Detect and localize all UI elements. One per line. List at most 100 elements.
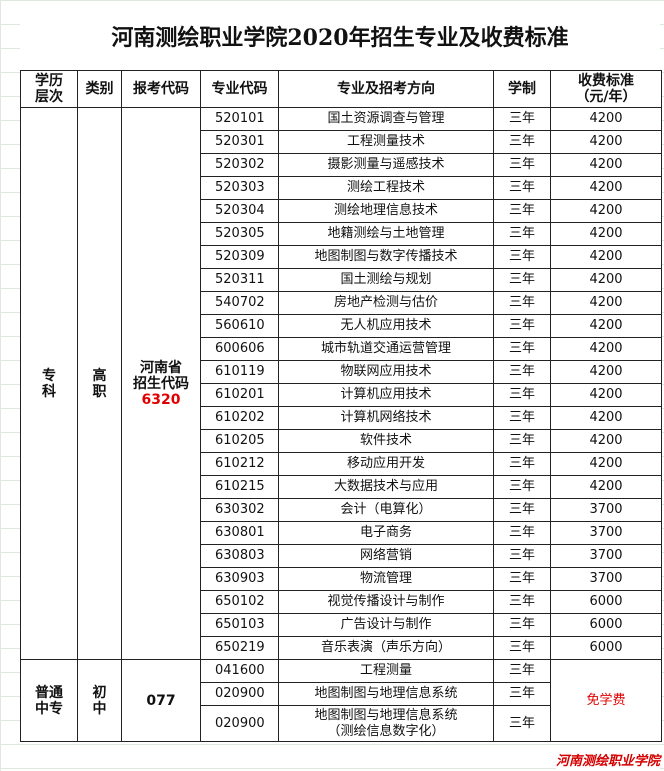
major-code: 610215: [200, 475, 279, 499]
table-row: 630903 物流管理 三年 3700: [21, 567, 662, 591]
fee: 3700: [550, 498, 662, 522]
major-code: 520303: [200, 176, 279, 200]
major-name: 电子商务: [278, 521, 494, 545]
major-code: 540702: [200, 291, 279, 315]
table-row: 020900 地图制图与地理信息系统 三年: [21, 682, 662, 706]
years: 三年: [493, 659, 551, 683]
fee: 6000: [550, 613, 662, 637]
apply-number: 6320: [141, 391, 181, 408]
table-row: 520303 测绘工程技术 三年 4200: [21, 176, 662, 200]
text-line: 工程测量技术: [346, 134, 425, 149]
major-name: 测绘工程技术: [278, 176, 494, 200]
text-line: （测绘信息数字化）: [327, 723, 445, 739]
major-name: 工程测量: [278, 659, 494, 683]
major-name: 地籍测绘与土地管理: [278, 222, 494, 246]
table-body: 专科高职河南省 招生代码 6320 520101 国土资源调查与管理 三年 4200 5203…: [20, 107, 662, 742]
fee: 4200: [550, 475, 662, 499]
fee: 4200: [550, 314, 662, 338]
major-code: 520301: [200, 130, 279, 154]
major-name: 无人机应用技术: [278, 314, 494, 338]
years: 三年: [493, 153, 551, 177]
years: 三年: [493, 475, 551, 499]
major-name: 摄影测量与遥感技术: [278, 153, 494, 177]
table-row: 630801 电子商务 三年 3700: [21, 521, 662, 545]
major-code: 630803: [200, 544, 279, 568]
major-name: 会计（电算化）: [278, 498, 494, 522]
years: 三年: [493, 406, 551, 430]
text-line: 层次: [35, 89, 63, 105]
major-name: 网络营销: [278, 544, 494, 568]
header-cell: 报考代码: [121, 70, 201, 108]
header-cell: 收费标准 （元/年）: [550, 70, 662, 108]
fee: 4200: [550, 130, 662, 154]
text-line: 无人机应用技术: [340, 318, 432, 333]
text-line: 房地产检测与估价: [333, 295, 438, 310]
text-line: 类别: [85, 81, 114, 97]
text-line: 城市轨道交通运营管理: [320, 341, 451, 356]
table-row: 专科高职河南省 招生代码 6320 520101 国土资源调查与管理 三年 4200: [20, 107, 662, 660]
major-code: 650219: [200, 636, 279, 660]
major-name: 国土测绘与规划: [278, 268, 494, 292]
years: 三年: [493, 613, 551, 637]
title: 河南测绘职业学院2020年招生专业及收费标准: [20, 8, 660, 68]
header-cell: 学历 层次: [20, 70, 78, 108]
text-line: 国土资源调查与管理: [327, 111, 445, 126]
years: 三年: [493, 544, 551, 568]
major-name: 地图制图与数字传播技术: [278, 245, 494, 269]
table-row: 520305 地籍测绘与土地管理 三年 4200: [21, 222, 662, 246]
header-row: 学历 层次 类别 报考代码 专业代码 专业及招考方向 学制 收费标准 （元/年）: [20, 70, 662, 108]
text-line: 物联网应用技术: [340, 364, 432, 379]
major-name: 大数据技术与应用: [278, 475, 494, 499]
category-cell: 初中: [77, 659, 122, 742]
text-line: 网络营销: [359, 548, 412, 563]
text-line: 学制: [508, 81, 536, 97]
major-code: 600606: [200, 337, 279, 361]
text-line: 视觉传播设计与制作: [327, 594, 445, 609]
years: 三年: [493, 429, 551, 453]
years: 三年: [493, 521, 551, 545]
years: 三年: [493, 130, 551, 154]
fee: 4200: [550, 199, 662, 223]
text-line: 物流管理: [359, 571, 412, 586]
text-line: 地籍测绘与土地管理: [327, 226, 445, 241]
major-name: 房地产检测与估价: [278, 291, 494, 315]
years: 三年: [493, 636, 551, 660]
major-code: 520302: [200, 153, 279, 177]
text-line: 计算机应用技术: [340, 387, 432, 402]
major-name: 计算机应用技术: [278, 383, 494, 407]
text-line: 职: [92, 383, 107, 400]
major-code: 041600: [200, 659, 279, 683]
text-line: 报考代码: [133, 81, 189, 97]
major-name: 地图制图与地理信息系统 （测绘信息数字化）: [278, 705, 494, 742]
major-code: 610201: [200, 383, 279, 407]
header-cell: 学制: [493, 70, 551, 108]
text-line: 测绘工程技术: [346, 180, 425, 195]
text-line: 077: [146, 692, 176, 709]
major-code: 610202: [200, 406, 279, 430]
text-line: 招生代码: [133, 375, 189, 392]
years: 三年: [493, 199, 551, 223]
years: 三年: [493, 291, 551, 315]
text-line: 摄影测量与遥感技术: [327, 157, 445, 172]
table-row: 520304 测绘地理信息技术 三年 4200: [21, 199, 662, 223]
text-line: 地图制图与数字传播技术: [314, 249, 458, 264]
table-row: 610205 软件技术 三年 4200: [21, 429, 662, 453]
apply-code-cell: 077: [121, 659, 201, 742]
years: 三年: [493, 705, 551, 742]
apply-code-cell: 河南省 招生代码 6320: [121, 107, 201, 660]
table-row: 630803 网络营销 三年 3700: [21, 544, 662, 568]
major-code: 560610: [200, 314, 279, 338]
major-code: 650103: [200, 613, 279, 637]
fee: 4200: [550, 429, 662, 453]
fee: 4200: [550, 245, 662, 269]
text-line: 音乐表演（声乐方向）: [320, 640, 451, 655]
major-code: 520309: [200, 245, 279, 269]
fee: 4200: [550, 452, 662, 476]
fee: 4200: [550, 406, 662, 430]
major-code: 520101: [200, 107, 279, 131]
text-line: 地图制图与地理信息系统: [314, 707, 458, 723]
fee: 4200: [550, 383, 662, 407]
major-code: 610205: [200, 429, 279, 453]
text-line: 计算机网络技术: [340, 410, 432, 425]
